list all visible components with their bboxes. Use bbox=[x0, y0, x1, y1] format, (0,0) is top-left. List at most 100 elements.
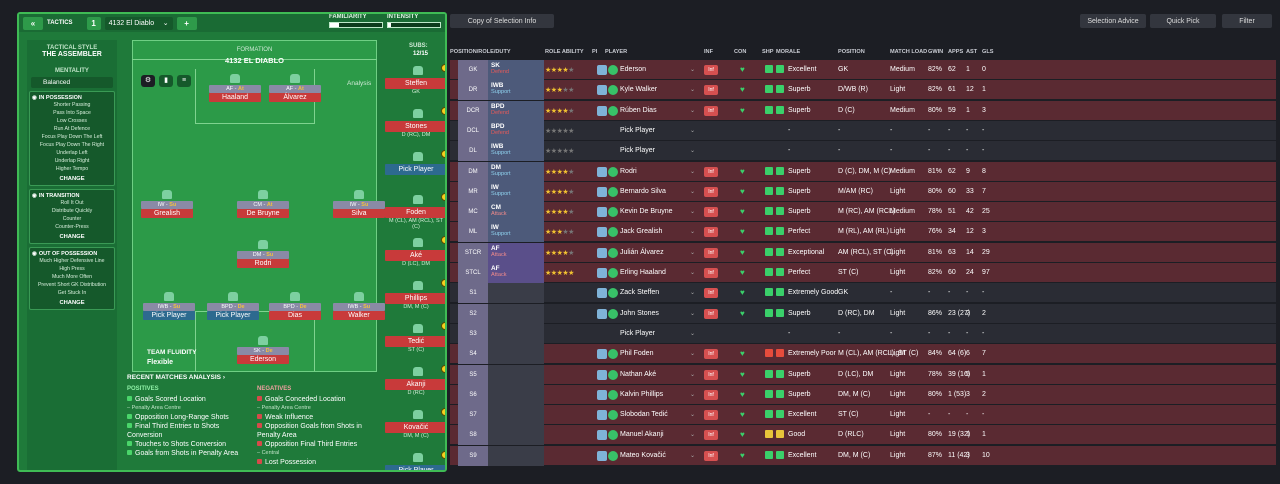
player-role[interactable]: IWB - Su bbox=[143, 303, 195, 311]
player-name[interactable]: Julián Álvarez bbox=[620, 248, 664, 256]
analysis-item[interactable]: Opposition Final Third Entries – Central bbox=[257, 440, 382, 458]
player-name[interactable]: Pick Player bbox=[620, 126, 656, 134]
column-header[interactable]: PI bbox=[592, 49, 598, 55]
selection-row[interactable]: DCL BPD Defend ★★★★★ Pick Player ⌄ - - - - - - - bbox=[450, 120, 1276, 141]
analysis-toggle[interactable]: Analysis bbox=[347, 80, 372, 87]
selection-row[interactable]: S2 John Stones ⌄ Inf ♥ Superb D (RC), DM Light 8… bbox=[450, 303, 1276, 324]
chevron-down-icon[interactable]: ⌄ bbox=[690, 127, 696, 134]
player-name[interactable]: Zack Steffen bbox=[620, 289, 660, 297]
column-header[interactable]: INF bbox=[704, 49, 714, 55]
instructions-icon[interactable]: ⚙ bbox=[141, 75, 155, 87]
column-header[interactable]: POSITION bbox=[838, 49, 865, 55]
sub-name[interactable]: Tedić bbox=[385, 336, 445, 347]
pitch-player[interactable]: IW - Su Grealish bbox=[141, 201, 193, 218]
sub-name[interactable]: Pick Player bbox=[385, 164, 445, 175]
sub-name[interactable]: Phillips bbox=[385, 293, 445, 304]
role-duty[interactable]: IWB Support bbox=[488, 80, 544, 101]
player-name[interactable]: Dias bbox=[269, 311, 321, 320]
chevron-down-icon[interactable]: ⌄ bbox=[690, 249, 696, 256]
pitch-player[interactable]: SK - De Ederson bbox=[237, 347, 289, 364]
stats-icon[interactable]: ▮ bbox=[159, 75, 173, 87]
selection-row[interactable]: STCL AF Attack ★★★★★ Erling Haaland ⌄ Inf ♥ Perf… bbox=[450, 263, 1276, 283]
column-header[interactable]: MATCH LOAD bbox=[890, 49, 928, 55]
selection-advice-button[interactable]: Selection Advice bbox=[1080, 14, 1146, 28]
chevron-down-icon[interactable]: ⌄ bbox=[690, 452, 696, 459]
filter-button[interactable]: Filter bbox=[1222, 14, 1272, 28]
selection-row[interactable]: DR IWB Support ★★★★★ Kyle Walker ⌄ Inf ♥ Superb D… bbox=[450, 80, 1276, 101]
role-duty[interactable] bbox=[488, 384, 544, 405]
chevron-down-icon[interactable]: ⌄ bbox=[690, 330, 696, 337]
player-name[interactable]: Kyle Walker bbox=[620, 86, 658, 94]
player-name[interactable]: Silva bbox=[333, 209, 385, 218]
selection-row[interactable]: S8 Manuel Akanji ⌄ Inf ♥ Good D (RLC) Light 80% 1… bbox=[450, 425, 1276, 446]
chevron-down-icon[interactable]: ⌄ bbox=[690, 87, 696, 94]
quick-pick-button[interactable]: Quick Pick bbox=[1150, 14, 1216, 28]
selection-row[interactable]: S4 Phil Foden ⌄ Inf ♥ Extremely Poor M (CL), A… bbox=[450, 344, 1276, 365]
sub-name[interactable]: Kovačić bbox=[385, 422, 445, 433]
player-role[interactable]: IW - Su bbox=[141, 201, 193, 209]
sub-name[interactable]: Aké bbox=[385, 250, 445, 261]
pitch-player[interactable]: AF - At Haaland bbox=[209, 85, 261, 102]
role-duty[interactable]: DM Support bbox=[488, 161, 544, 182]
player-name[interactable]: Rúben Dias bbox=[620, 106, 657, 114]
change-in-transition-button[interactable]: CHANGE bbox=[59, 234, 85, 240]
column-header[interactable]: CON bbox=[734, 49, 747, 55]
intensity-bar[interactable] bbox=[387, 22, 441, 28]
role-duty[interactable]: BPD Defend bbox=[488, 120, 544, 141]
sub-name[interactable]: Steffen bbox=[385, 78, 445, 89]
sub-name[interactable]: Foden bbox=[385, 207, 445, 218]
player-name[interactable]: Pick Player bbox=[620, 329, 656, 337]
column-header[interactable]: POSITION/ROLE/DUTY bbox=[450, 49, 511, 55]
player-name[interactable]: Pick Player bbox=[620, 147, 656, 155]
analysis-item[interactable]: Weak Influence bbox=[257, 413, 382, 422]
chevron-down-icon[interactable]: ⌄ bbox=[690, 310, 696, 317]
player-name[interactable]: Mateo Kovačić bbox=[620, 451, 666, 459]
player-name[interactable]: Rodri bbox=[237, 259, 289, 268]
role-duty[interactable] bbox=[488, 405, 544, 426]
column-header[interactable]: AST bbox=[966, 49, 978, 55]
player-name[interactable]: Kevin De Bruyne bbox=[620, 208, 673, 216]
player-role[interactable]: IWB - Su bbox=[333, 303, 385, 311]
mentality-select[interactable]: Balanced bbox=[31, 77, 113, 88]
role-duty[interactable]: IW Support bbox=[488, 222, 544, 243]
player-name[interactable]: De Bruyne bbox=[237, 209, 289, 218]
player-name[interactable]: Pick Player bbox=[207, 311, 259, 320]
analysis-item[interactable]: Goals Conceded Location – Penalty Area Ce… bbox=[257, 395, 382, 413]
player-role[interactable]: CM - At bbox=[237, 201, 289, 209]
sub-player[interactable]: Pick Player bbox=[385, 465, 445, 470]
sub-player[interactable]: Aké D (LC), DM bbox=[385, 250, 445, 267]
role-duty[interactable]: CM Attack bbox=[488, 202, 544, 223]
player-role[interactable]: AF - At bbox=[269, 85, 321, 93]
role-duty[interactable] bbox=[488, 364, 544, 385]
analysis-item[interactable]: Opposition Long-Range Shots bbox=[127, 413, 252, 422]
selection-row[interactable]: STCR AF Attack ★★★★★ Julián Álvarez ⌄ Inf ♥ Exce… bbox=[450, 242, 1276, 263]
player-name[interactable]: Erling Haaland bbox=[620, 269, 666, 276]
analysis-item[interactable]: Lost Possession bbox=[257, 458, 382, 467]
collapse-icon[interactable]: « bbox=[23, 16, 43, 30]
chevron-down-icon[interactable]: ⌄ bbox=[690, 148, 696, 155]
selection-row[interactable]: GK SK Defend ★★★★★ Ederson ⌄ Inf ♥ Excellent GK Me… bbox=[450, 60, 1276, 80]
player-name[interactable]: Ederson bbox=[237, 355, 289, 364]
role-duty[interactable] bbox=[488, 344, 544, 365]
copy-selection-info-button[interactable]: Copy of Selection Info bbox=[450, 14, 554, 28]
role-duty[interactable]: BPD Defend bbox=[488, 100, 544, 121]
player-name[interactable]: Jack Grealish bbox=[620, 228, 663, 236]
column-header[interactable]: APPS bbox=[948, 49, 964, 55]
sub-player[interactable]: Tedić ST (C) bbox=[385, 336, 445, 353]
column-header[interactable]: GLS bbox=[982, 49, 994, 55]
player-name[interactable]: Haaland bbox=[209, 93, 261, 102]
player-name[interactable]: Walker bbox=[333, 311, 385, 320]
analysis-item[interactable]: Opposition Goals from Shots in Penalty A… bbox=[257, 422, 382, 440]
chevron-down-icon[interactable]: ⌄ bbox=[690, 391, 696, 398]
chevron-down-icon[interactable]: ⌄ bbox=[690, 270, 696, 276]
role-duty[interactable] bbox=[488, 445, 544, 466]
sub-player[interactable]: Stones D (RC), DM bbox=[385, 121, 445, 138]
chevron-down-icon[interactable]: ⌄ bbox=[690, 351, 696, 358]
player-name[interactable]: Grealish bbox=[141, 209, 193, 218]
chevron-down-icon[interactable]: ⌄ bbox=[690, 188, 696, 195]
tactic-selector[interactable]: 4132 El Diablo ⌄ bbox=[104, 16, 173, 30]
formation-value[interactable]: 4132 EL DIABLO bbox=[224, 56, 285, 65]
column-header[interactable]: SHP bbox=[762, 49, 774, 55]
selection-row[interactable]: MR IW Support ★★★★★ Bernardo Silva ⌄ Inf ♥ Super… bbox=[450, 181, 1276, 202]
selection-row[interactable]: DM DM Support ★★★★★ Rodri ⌄ Inf ♥ Superb D (C), D… bbox=[450, 161, 1276, 182]
